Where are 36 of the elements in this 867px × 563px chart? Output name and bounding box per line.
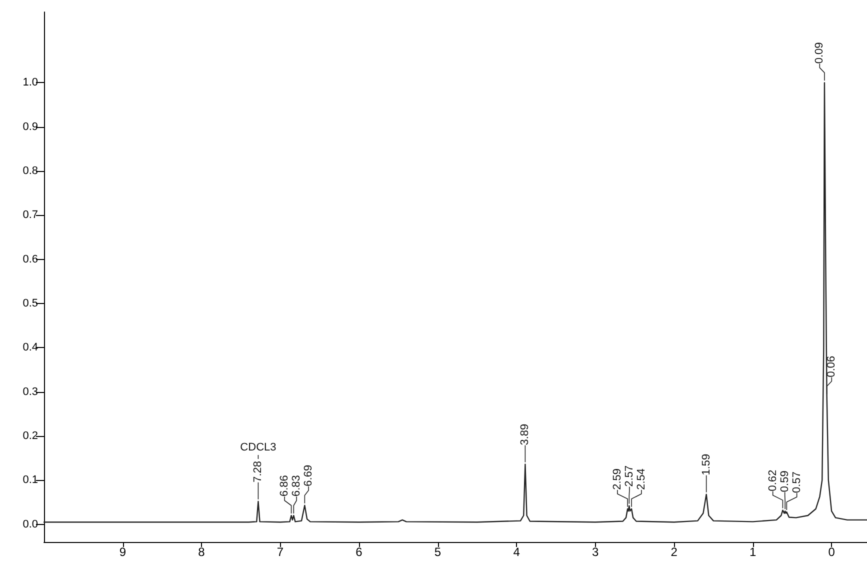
y-tick-label: 0.3 [22, 386, 38, 398]
annotation: 2.59 [611, 468, 624, 490]
y-tick-label: 0.7 [22, 209, 38, 222]
y-tick-label: 0.9 [22, 120, 38, 133]
annotation: 1.59 [700, 454, 712, 476]
annotation: 6.69 [302, 464, 315, 486]
x-tick-label: 3 [592, 545, 599, 559]
annotation: 3.89 [519, 424, 532, 446]
x-tick-label: 7 [276, 545, 284, 559]
y-tick-label: 0.0 [22, 518, 38, 530]
x-tick-label: 5 [434, 545, 442, 559]
y-tick-label: 0.4 [22, 342, 38, 354]
y-tick-label: 0.5 [22, 298, 38, 310]
annotation: 0.57 [790, 472, 803, 493]
annotation: 2.57 [623, 465, 636, 487]
x-tick-label: 0 [828, 545, 836, 559]
y-tick-label: 0.6 [22, 253, 38, 266]
y-tick-label: 0.8 [22, 165, 38, 177]
annotation: 0.06 [826, 356, 838, 378]
x-tick-label: 8 [198, 545, 206, 559]
x-tick-label: 1 [749, 545, 756, 559]
annotation: 0.62 [766, 470, 779, 492]
x-tick-label: 9 [119, 545, 126, 559]
x-tick-label: 4 [513, 545, 520, 559]
annotation: CDCL3 [240, 441, 276, 454]
x-tick-label: 6 [356, 545, 363, 559]
annotation: 2.54 [635, 468, 648, 490]
y-tick-label: 0.1 [22, 474, 38, 486]
annotation: 0.59 [778, 470, 791, 492]
y-tick-label: 0.2 [22, 430, 38, 442]
y-tick-label: 1.0 [22, 76, 38, 89]
annotation: 7.28 [252, 460, 264, 482]
annotation: 6.86 [278, 475, 291, 496]
annotation: 0.09 [814, 42, 826, 64]
annotation: 6.83 [290, 475, 303, 496]
x-tick-label: 2 [670, 545, 678, 559]
